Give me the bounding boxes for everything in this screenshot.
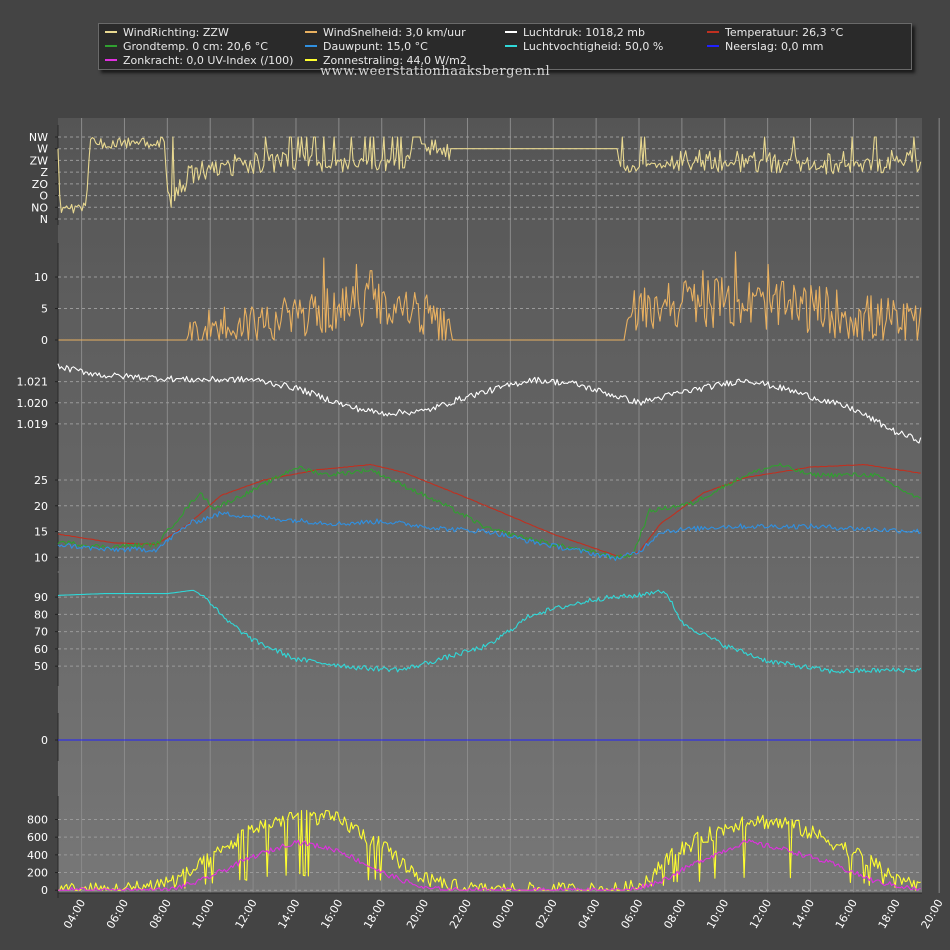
legend-item-pressure: Luchtdruk: 1018,2 mb (505, 26, 645, 39)
y-tick-label: O (39, 190, 48, 203)
y-tick-label: 90 (34, 591, 48, 604)
panel-pressure: 1.019 1.020 1.021 (17, 338, 922, 451)
y-tick-label: 200 (27, 867, 48, 880)
y-tick-label: 5 (41, 303, 48, 316)
series-line-grondtemp-0-cm (57, 462, 921, 560)
legend-item-temperature: Temperatuur: 26,3 °C (707, 26, 843, 39)
x-tick-label: 04:00 (61, 897, 88, 931)
y-tick-label: 15 (34, 526, 48, 539)
y-tick-label: N (40, 213, 48, 226)
series-line-temperatuur (57, 463, 921, 557)
x-tick-label: 20:00 (919, 897, 946, 931)
x-tick-label: 06:00 (104, 897, 131, 931)
y-tick-label: W (37, 143, 48, 156)
x-tick-label: 14:00 (790, 897, 817, 931)
watermark: www.weerstationhaaksbergen.nl (320, 64, 551, 79)
series-line-luchtvochtigheid (57, 589, 922, 674)
x-tick-label: 04:00 (576, 897, 603, 931)
x-tick-label: 08:00 (661, 897, 688, 931)
y-tick-label: 1.021 (17, 376, 49, 389)
x-tick-label: 00:00 (490, 897, 517, 931)
y-tick-label: 25 (34, 474, 48, 487)
x-tick-label: 02:00 (533, 897, 560, 931)
y-tick-label: 60 (34, 643, 48, 656)
y-tick-label: Z (40, 166, 48, 179)
y-tick-label: 70 (34, 626, 48, 639)
y-tick-label: 600 (27, 831, 48, 844)
y-tick-label: 50 (34, 660, 48, 673)
y-tick-label: 10 (34, 271, 48, 284)
series-line-zonkracht (58, 839, 921, 891)
legend-item-groundtemp: Grondtemp. 0 cm: 20,6 °C (105, 40, 268, 53)
x-tick-label: 20:00 (404, 897, 431, 931)
y-tick-label: ZW (30, 154, 49, 167)
y-tick-label: 0 (41, 334, 48, 347)
series-line-luchtdruk (57, 363, 922, 444)
x-tick-label: 12:00 (747, 897, 774, 931)
series-line-dauwpunt (57, 511, 921, 562)
y-tick-label: 10 (34, 551, 48, 564)
y-tick-label: 1.019 (17, 418, 49, 431)
legend-item-dewpoint: Dauwpunt: 15,0 °C (305, 40, 428, 53)
y-tick-label: NW (29, 131, 48, 144)
x-tick-label: 16:00 (833, 897, 860, 931)
x-axis: 04:00 06:00 08:00 10:00 12:00 14:00 16:00 18:00… (58, 892, 946, 931)
panel-temperature: 10 15 20 25 (34, 450, 922, 571)
x-tick-label: 14:00 (275, 897, 302, 931)
legend: WindRichting: ZZW WindSnelheid: 3,0 km/u… (98, 23, 912, 70)
series-line-winddirection (57, 136, 922, 214)
panel-windspeed: 0 5 10 (34, 243, 922, 347)
x-tick-label: 08:00 (147, 897, 174, 931)
y-tick-label: 80 (34, 608, 48, 621)
legend-item-solarradiation: Zonnestraling: 44,0 W/m2 (305, 54, 467, 67)
panel-humidity: 50 60 70 80 90 (34, 573, 922, 686)
x-tick-label: 10:00 (704, 897, 731, 931)
y-tick-label: 400 (27, 849, 48, 862)
y-tick-label: 20 (34, 500, 48, 513)
panel-precip: 0 (41, 713, 922, 761)
x-tick-label: 16:00 (318, 897, 345, 931)
legend-item-uvindex: Zonkracht: 0,0 UV-Index (/100) (105, 54, 293, 67)
legend-item-windspeed: WindSnelheid: 3,0 km/uur (305, 26, 466, 39)
y-tick-label: 0 (41, 734, 48, 747)
legend-item-humidity: Luchtvochtigheid: 50,0 % (505, 40, 663, 53)
legend-item-winddirection: WindRichting: ZZW (105, 26, 229, 39)
series-line-windsnelheid (58, 251, 922, 341)
y-tick-label: ZO (32, 178, 49, 191)
y-tick-label: 1.020 (17, 397, 49, 410)
legend-item-precipitation: Neerslag: 0,0 mm (707, 40, 823, 53)
x-tick-label: 22:00 (447, 897, 474, 931)
y-tick-label: 800 (27, 813, 48, 826)
panel-solar: 0 200 400 600 800 (27, 796, 922, 898)
x-tick-label: 12:00 (233, 897, 260, 931)
y-tick-label: 0 (41, 884, 48, 897)
x-tick-label: 18:00 (876, 897, 903, 931)
y-tick-label: NO (31, 201, 48, 214)
x-tick-label: 06:00 (618, 897, 645, 931)
x-tick-label: 18:00 (361, 897, 388, 931)
x-tick-label: 10:00 (190, 897, 217, 931)
